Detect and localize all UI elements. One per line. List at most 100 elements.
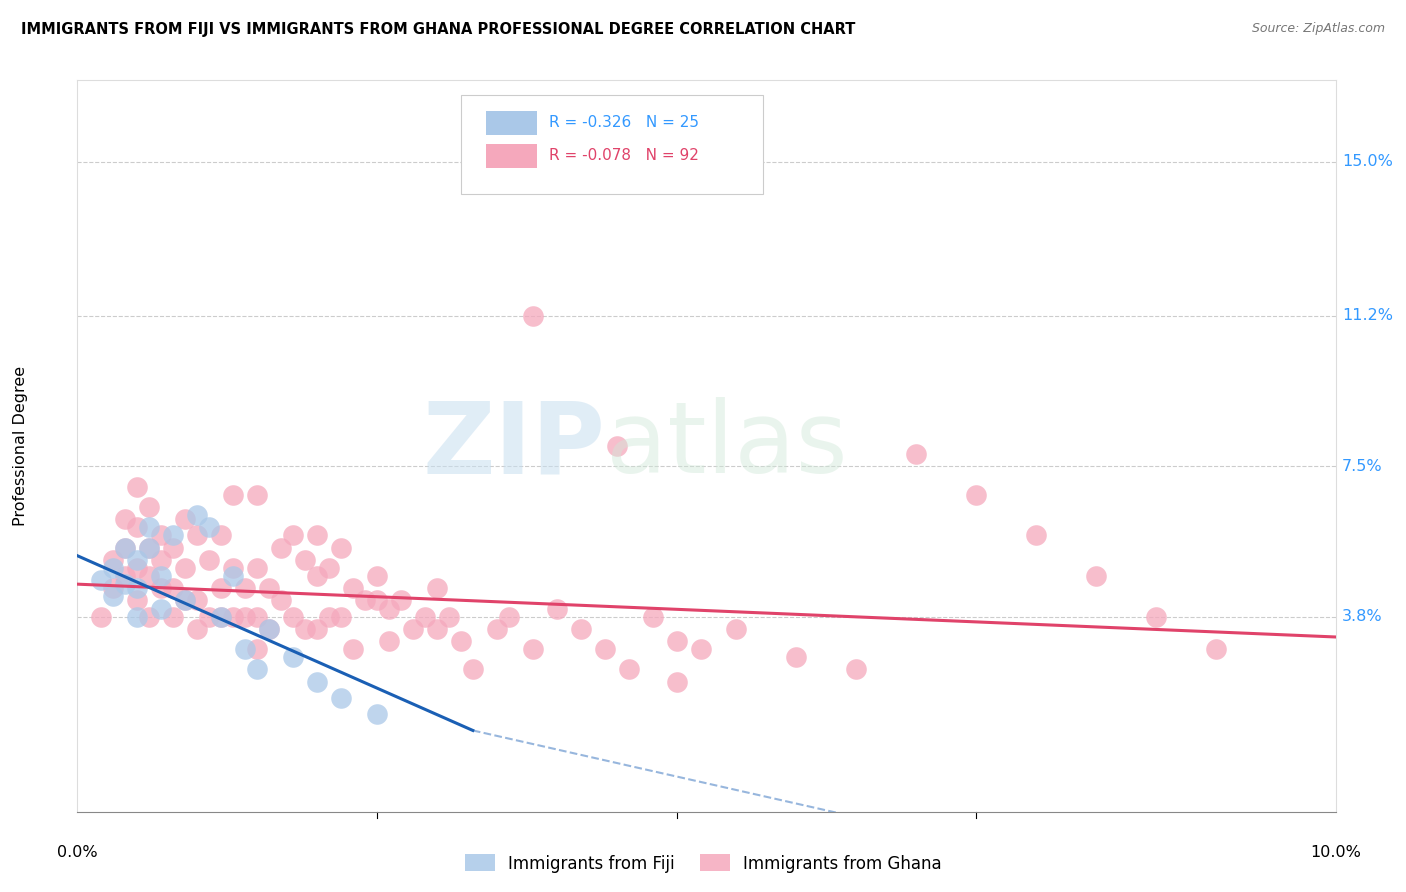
Point — [257, 581, 280, 595]
Point — [305, 528, 328, 542]
Text: IMMIGRANTS FROM FIJI VS IMMIGRANTS FROM GHANA PROFESSIONAL DEGREE CORRELATION CH: IMMIGRANTS FROM FIJI VS IMMIGRANTS FROM … — [21, 22, 855, 37]
Point — [606, 439, 628, 453]
Text: 3.8%: 3.8% — [1341, 609, 1382, 624]
Point — [186, 528, 208, 542]
Point — [138, 520, 160, 534]
Point — [103, 553, 125, 567]
Point — [546, 601, 568, 615]
Point — [485, 622, 508, 636]
Point — [305, 622, 328, 636]
Point — [450, 634, 472, 648]
Point — [209, 609, 232, 624]
Point — [426, 622, 449, 636]
Text: ZIP: ZIP — [423, 398, 606, 494]
Point — [294, 622, 316, 636]
Point — [209, 581, 232, 595]
Point — [162, 581, 184, 595]
Point — [186, 508, 208, 522]
Point — [150, 601, 173, 615]
Point — [103, 590, 125, 604]
Point — [1205, 642, 1227, 657]
Point — [522, 309, 544, 323]
Point — [162, 528, 184, 542]
Point — [281, 650, 304, 665]
Point — [127, 593, 149, 607]
Point — [222, 488, 245, 502]
Point — [246, 561, 269, 575]
Point — [318, 561, 340, 575]
Point — [342, 581, 364, 595]
Point — [905, 447, 928, 461]
Point — [389, 593, 412, 607]
Point — [402, 622, 425, 636]
Point — [127, 520, 149, 534]
Point — [127, 581, 149, 595]
Point — [246, 642, 269, 657]
Point — [198, 520, 221, 534]
Text: 15.0%: 15.0% — [1341, 154, 1393, 169]
Point — [138, 500, 160, 514]
Point — [569, 622, 592, 636]
Point — [689, 642, 711, 657]
Point — [114, 541, 136, 555]
Point — [222, 609, 245, 624]
Point — [174, 561, 197, 575]
Point — [246, 609, 269, 624]
Point — [162, 541, 184, 555]
Point — [257, 622, 280, 636]
Point — [162, 609, 184, 624]
Point — [785, 650, 807, 665]
Point — [138, 541, 160, 555]
Point — [342, 642, 364, 657]
Point — [413, 609, 436, 624]
Point — [330, 541, 353, 555]
Point — [294, 553, 316, 567]
Point — [641, 609, 664, 624]
Point — [378, 601, 401, 615]
Point — [1085, 569, 1108, 583]
Point — [138, 609, 160, 624]
Point — [114, 577, 136, 591]
Point — [257, 622, 280, 636]
FancyBboxPatch shape — [486, 144, 537, 168]
Text: 7.5%: 7.5% — [1341, 458, 1382, 474]
Point — [174, 512, 197, 526]
Point — [209, 609, 232, 624]
Point — [593, 642, 616, 657]
Point — [281, 528, 304, 542]
Point — [725, 622, 748, 636]
Text: atlas: atlas — [606, 398, 848, 494]
Point — [665, 634, 688, 648]
Point — [366, 593, 388, 607]
Point — [330, 690, 353, 705]
Point — [150, 553, 173, 567]
Point — [246, 663, 269, 677]
Point — [845, 663, 868, 677]
Point — [222, 569, 245, 583]
Point — [138, 541, 160, 555]
Text: 11.2%: 11.2% — [1341, 309, 1393, 324]
Point — [209, 528, 232, 542]
Point — [127, 553, 149, 567]
Point — [965, 488, 987, 502]
Point — [114, 541, 136, 555]
Point — [114, 512, 136, 526]
FancyBboxPatch shape — [486, 111, 537, 136]
Point — [270, 593, 292, 607]
Point — [437, 609, 460, 624]
Point — [222, 561, 245, 575]
Point — [103, 581, 125, 595]
Point — [498, 609, 520, 624]
Text: 10.0%: 10.0% — [1310, 845, 1361, 860]
Point — [127, 609, 149, 624]
Point — [233, 609, 256, 624]
Point — [665, 674, 688, 689]
Point — [522, 642, 544, 657]
Point — [354, 593, 377, 607]
Point — [378, 634, 401, 648]
Point — [318, 609, 340, 624]
Point — [617, 663, 640, 677]
Point — [150, 528, 173, 542]
Point — [233, 581, 256, 595]
Text: 0.0%: 0.0% — [58, 845, 97, 860]
